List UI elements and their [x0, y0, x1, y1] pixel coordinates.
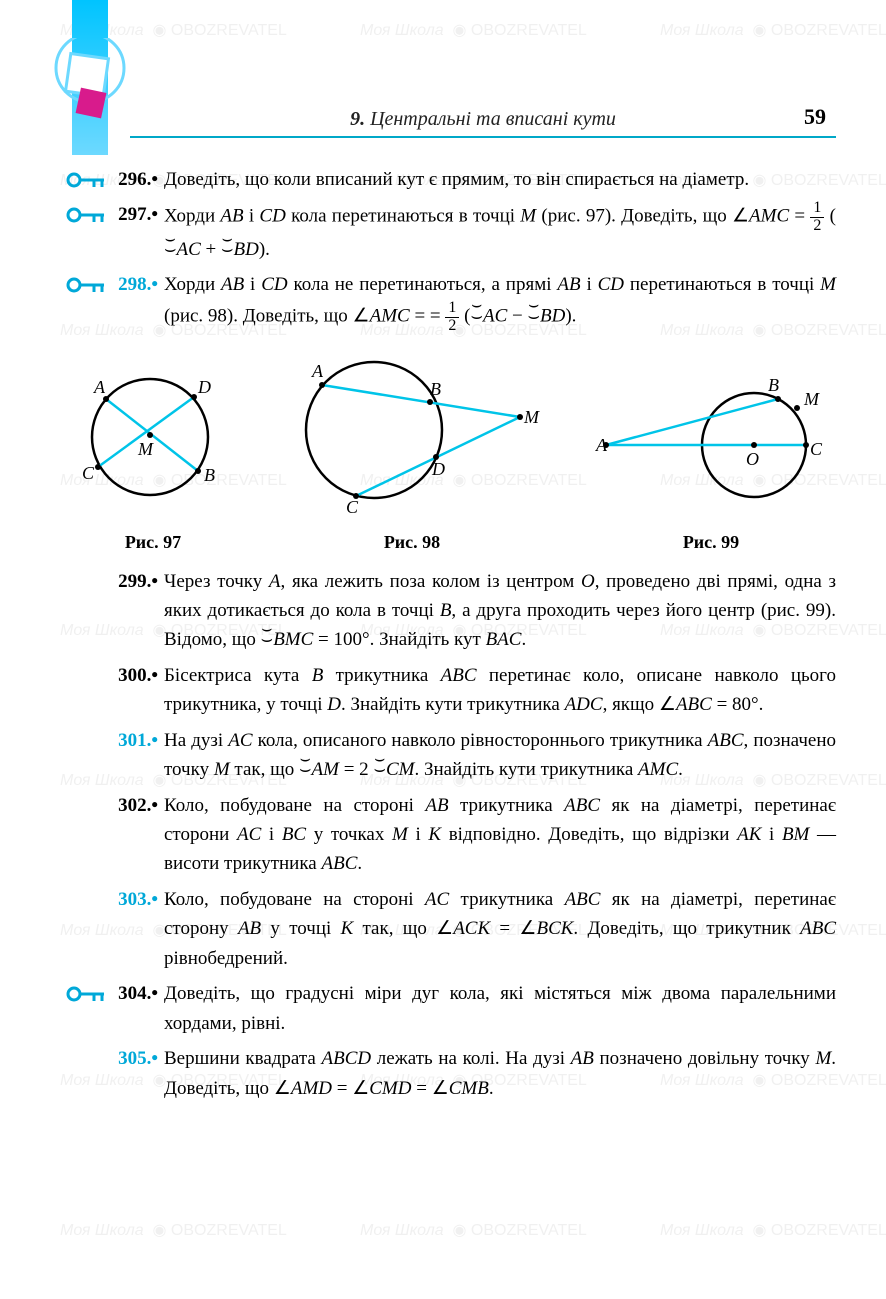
section-number: 9. [350, 108, 365, 130]
problem-text: Доведіть, що коли вписаний кут є прямим,… [164, 165, 836, 194]
svg-text:D: D [431, 459, 445, 479]
page-number: 59 [804, 104, 826, 130]
svg-text:M: M [137, 439, 154, 459]
svg-text:C: C [82, 463, 95, 483]
problem-text: На дузі AC кола, описаного навколо рівно… [164, 726, 836, 785]
header-rule [130, 136, 836, 138]
header-logo [48, 38, 132, 122]
svg-text:M: M [803, 389, 820, 409]
problem-item: 301.•На дузі AC кола, описаного навколо … [58, 726, 836, 785]
figures-row: A D C B M Рис. 97 A B C [58, 345, 836, 553]
figure-97: A D C B M Рис. 97 [68, 355, 238, 553]
key-icon [58, 567, 106, 655]
section-title: 9. Центральні та вписані кути [170, 108, 796, 131]
problem-text: Коло, побудоване на стороні AC трикутник… [164, 885, 836, 973]
problem-number: 297.• [106, 200, 164, 264]
problem-item: 297.•Хорди AB і CD кола перетинаються в … [58, 200, 836, 264]
problem-item: 302.•Коло, побудоване на стороні AB трик… [58, 791, 836, 879]
problem-item: 305.•Вершини квадрата ABCD лежать на кол… [58, 1044, 836, 1103]
problem-item: 303.•Коло, побудоване на стороні AC трик… [58, 885, 836, 973]
svg-text:D: D [197, 377, 211, 397]
problem-number: 296.• [106, 165, 164, 194]
key-icon [58, 661, 106, 720]
key-icon [58, 200, 106, 264]
section-title-text: Центральні та вписані кути [370, 108, 616, 130]
problem-item: 304.•Доведіть, що градусні міри дуг кола… [58, 979, 836, 1038]
problem-number: 301.• [106, 726, 164, 785]
problem-number: 303.• [106, 885, 164, 973]
problem-item: 298.•Хорди AB і CD кола не перетинаються… [58, 270, 836, 334]
problem-text: Хорди AB і CD кола не перетинаються, а п… [164, 270, 836, 334]
svg-text:M: M [523, 407, 540, 427]
problem-number: 304.• [106, 979, 164, 1038]
svg-text:A: A [595, 435, 608, 455]
key-icon [58, 726, 106, 785]
svg-text:C: C [346, 497, 359, 515]
problem-text: Вершини квадрата ABCD лежать на колі. На… [164, 1044, 836, 1103]
problem-number: 302.• [106, 791, 164, 879]
figure-99: A B M O C Рис. 99 [586, 355, 836, 553]
problem-text: Хорди AB і CD кола перетинаються в точці… [164, 200, 836, 264]
problem-number: 298.• [106, 270, 164, 334]
key-icon [58, 791, 106, 879]
problem-text: Коло, побудоване на стороні AB трикутник… [164, 791, 836, 879]
figure-caption: Рис. 99 [586, 532, 836, 553]
problem-list: 296.•Доведіть, що коли вписаний кут є пр… [58, 165, 836, 1109]
problem-number: 300.• [106, 661, 164, 720]
problem-item: 300.•Бісектриса кута B трикутника ABC пе… [58, 661, 836, 720]
svg-text:B: B [768, 375, 779, 395]
key-icon [58, 270, 106, 334]
svg-text:A: A [93, 377, 106, 397]
problem-item: 296.•Доведіть, що коли вписаний кут є пр… [58, 165, 836, 194]
key-icon [58, 979, 106, 1038]
svg-text:B: B [204, 465, 215, 485]
key-icon [58, 885, 106, 973]
figure-caption: Рис. 98 [282, 532, 542, 553]
svg-text:A: A [311, 361, 324, 381]
problem-number: 299.• [106, 567, 164, 655]
problem-number: 305.• [106, 1044, 164, 1103]
svg-text:C: C [810, 439, 823, 459]
problem-item: 299.•Через точку A, яка лежить поза коло… [58, 567, 836, 655]
problem-text: Доведіть, що градусні міри дуг кола, які… [164, 979, 836, 1038]
figure-98: A B C D M Рис. 98 [282, 345, 542, 553]
key-icon [58, 165, 106, 194]
problem-text: Через точку A, яка лежить поза колом із … [164, 567, 836, 655]
figure-caption: Рис. 97 [68, 532, 238, 553]
svg-text:O: O [746, 449, 759, 469]
key-icon [58, 1044, 106, 1103]
problem-text: Бісектриса кута B трикутника ABC перетин… [164, 661, 836, 720]
svg-text:B: B [430, 379, 441, 399]
